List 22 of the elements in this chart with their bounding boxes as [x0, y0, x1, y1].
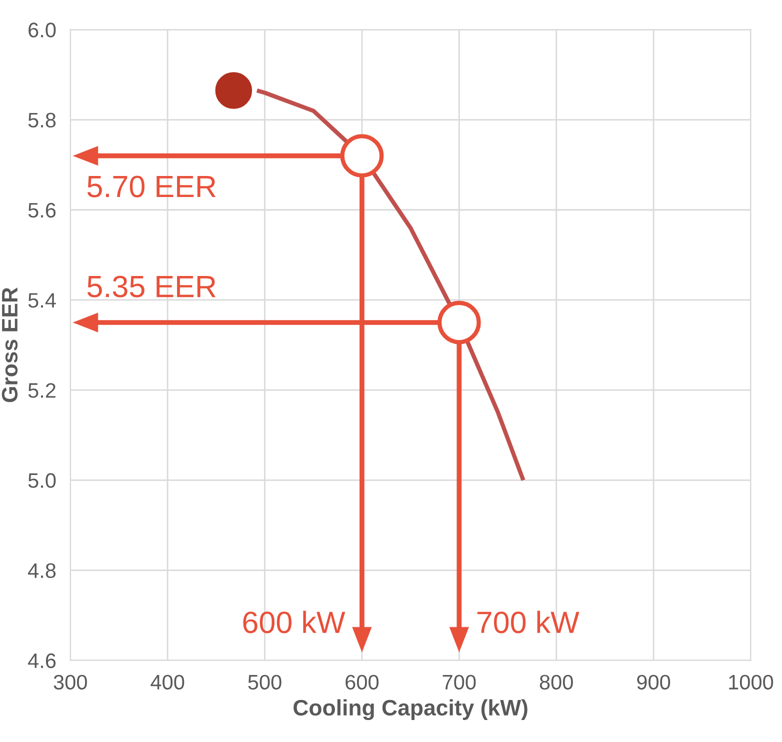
x-tick-label: 800	[540, 674, 573, 690]
x-tick-label: 900	[637, 674, 670, 690]
y-tick-label: 4.8	[28, 563, 56, 578]
y-tick-label: 5.8	[28, 112, 56, 128]
y-tick-label: 5.6	[28, 202, 56, 218]
y-tick-label: 4.6	[28, 653, 56, 668]
annotation: 600 kW	[243, 610, 346, 634]
y-tick-label: 6.0	[28, 22, 56, 38]
x-tick-label: 700	[442, 674, 476, 690]
annotation: 700 kW	[477, 610, 580, 634]
x-tick-label: 1000	[729, 674, 774, 690]
annotation: 5.35 EER	[87, 276, 216, 298]
x-tick-label: 600	[346, 674, 379, 690]
y-axis-title: Gross EER	[2, 287, 18, 402]
annotation: 5.70 EER	[87, 176, 216, 198]
x-axis-title: Cooling Capacity (kW)	[294, 699, 528, 720]
x-tick-label: 400	[150, 674, 184, 690]
x-tick-label: 300	[54, 674, 87, 690]
y-tick-label: 5.0	[28, 473, 56, 488]
y-tick-label: 5.4	[28, 293, 56, 308]
x-tick-label: 500	[248, 674, 282, 690]
y-tick-label: 5.2	[28, 383, 56, 398]
